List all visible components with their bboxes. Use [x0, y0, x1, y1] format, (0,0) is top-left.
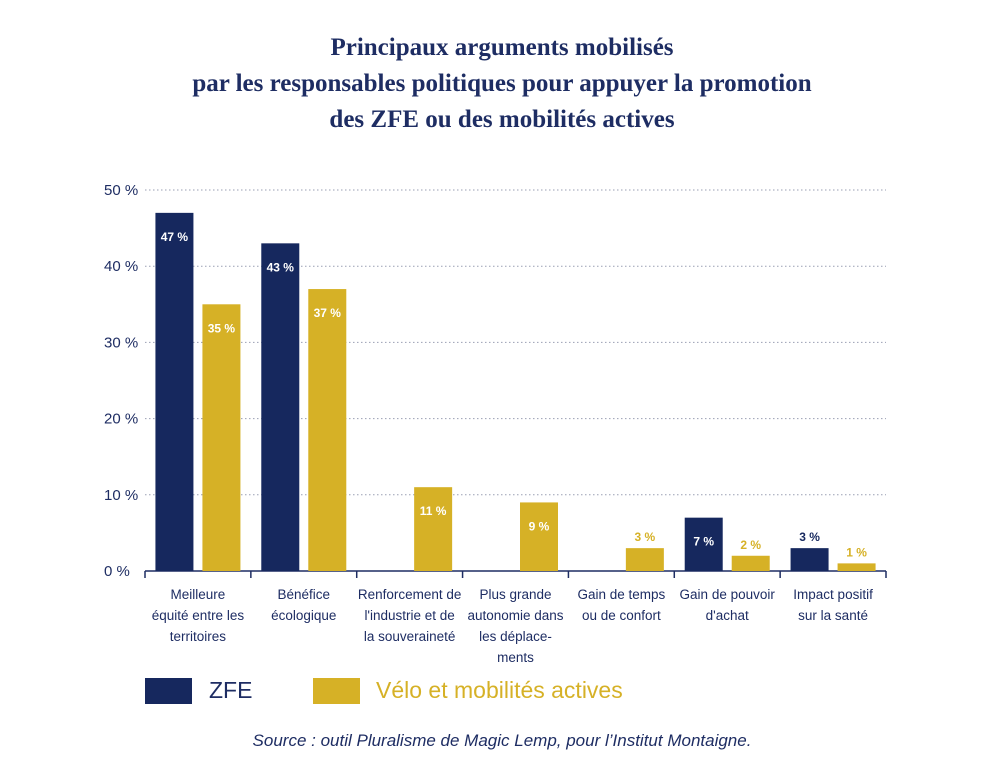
bar-zfe [155, 212, 194, 572]
x-tick-label-line: les déplace- [479, 629, 552, 644]
x-tick-label: Gain de pouvoir d'achat [680, 587, 776, 623]
data-label: 43 % [267, 260, 295, 274]
legend-label-zfe: ZFE [209, 677, 253, 703]
x-tick-label-line: d'achat [706, 608, 749, 623]
x-tick-label-line: sur la santé [798, 608, 868, 623]
data-label: 11 % [420, 504, 447, 518]
bar-velo [520, 502, 558, 571]
x-tick-label-line: Gain de pouvoir [680, 587, 776, 602]
x-tick-label-line: territoires [170, 629, 227, 644]
legend-swatch-zfe [145, 678, 192, 704]
x-tick-label-line: ments [497, 650, 534, 665]
x-tick-label-line: Meilleure [171, 587, 226, 602]
bar-zfe [790, 548, 829, 571]
bar-velo [414, 487, 453, 571]
bar-zfe [261, 243, 300, 571]
bar-chart: 0 % 10 % 20 % 30 % 40 % 50 % 47 % 35 % Meilleure… [104, 182, 887, 665]
bar-velo [202, 304, 241, 571]
x-tick-label-line: autonomie dans [467, 608, 563, 623]
x-tick-label-line: Renforcement de [358, 587, 462, 602]
x-tick-label-line: Gain de temps [577, 587, 665, 602]
data-label: 3 % [635, 530, 656, 544]
x-tick-label-line: Bénéfice [278, 587, 331, 602]
y-tick-label: 30 % [104, 334, 138, 351]
y-tick-label: 20 % [104, 411, 138, 428]
data-label: 1 % [846, 545, 867, 559]
bar-velo [837, 563, 876, 571]
x-tick-label-line: Plus grande [479, 587, 551, 602]
y-tick-label: 10 % [104, 487, 138, 504]
x-tick-label-line: ou de confort [582, 608, 661, 623]
source-note: Source : outil Pluralisme de Magic Lemp,… [252, 731, 752, 750]
x-tick-label-line: équité entre les [152, 608, 245, 623]
legend-swatch-velo [313, 678, 360, 704]
data-label: 7 % [693, 535, 714, 549]
x-tick-label-line: l'industrie et de [364, 608, 454, 623]
x-tick-label: Impact positif sur la santé [793, 587, 873, 623]
y-tick-label: 0 % [104, 563, 130, 580]
data-label: 2 % [740, 538, 761, 552]
chart-title-line: des ZFE ou des mobilités actives [329, 106, 675, 133]
x-tick-label: Plus grande autonomie dans les déplace-men… [467, 587, 563, 665]
y-tick-label: 40 % [104, 258, 138, 275]
x-tick-label: Gain de temps ou de confort [577, 587, 665, 623]
x-tick-label-line: Impact positif [793, 587, 873, 602]
x-tick-label: Bénéfice écologique [271, 587, 336, 623]
x-tick-label: Meilleure équité entre les territoires [152, 587, 245, 644]
data-label: 9 % [529, 519, 550, 533]
data-label: 47 % [161, 230, 189, 244]
x-tick-label-line: écologique [271, 608, 336, 623]
bar-velo [625, 548, 664, 571]
data-label: 35 % [208, 321, 236, 335]
chart-title: Principaux arguments mobilisés par les r… [0, 30, 1004, 138]
y-tick-label: 50 % [104, 182, 138, 199]
bar-velo [308, 289, 347, 571]
chart-title-line: par les responsables politiques pour app… [192, 70, 812, 97]
data-label: 3 % [799, 530, 820, 544]
bar-zfe [684, 517, 723, 571]
legend-label-velo: Vélo et mobilités actives [376, 677, 623, 703]
x-tick-label-line: la souveraineté [364, 629, 456, 644]
data-label: 37 % [314, 306, 342, 320]
bar-velo [731, 555, 770, 571]
x-tick-label: Renforcement de l'industrie et de la souve… [358, 587, 462, 644]
chart-title-line: Principaux arguments mobilisés [330, 34, 674, 61]
